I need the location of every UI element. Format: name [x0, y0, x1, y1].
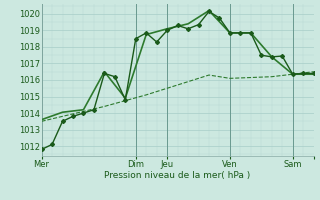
X-axis label: Pression niveau de la mer( hPa ): Pression niveau de la mer( hPa ) — [104, 171, 251, 180]
